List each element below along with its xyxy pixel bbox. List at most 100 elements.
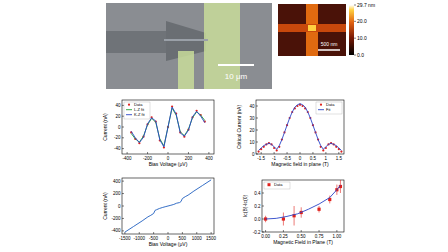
y-tick-label: -20: [114, 135, 121, 140]
x-tick: [261, 152, 262, 154]
colorbar-tick: [354, 38, 356, 39]
legend-box: [316, 102, 342, 114]
y-tick-label: 20: [249, 128, 255, 133]
y-tick: [262, 219, 264, 220]
chart: -1.5-1-0.500.511.5010203040Magnetic fiel…: [236, 100, 344, 167]
x-tick-label: 1000: [192, 236, 203, 241]
colorbar-tick-label: 20.0: [357, 18, 367, 24]
y-tick-label: 10: [249, 140, 255, 145]
y-axis-label: Critical Current (nA): [236, 105, 242, 150]
x-axis-label: Magnetic field in plane (T): [271, 161, 329, 167]
y-tick: [262, 232, 264, 233]
x-tick: [188, 152, 189, 154]
x-tick: [147, 152, 148, 154]
x-tick: [336, 230, 337, 232]
y-tick-label: -40: [114, 146, 121, 151]
legend: Data: [264, 182, 290, 189]
x-tick-label: 1500: [206, 236, 217, 241]
y-tick-label: 0.2: [254, 204, 261, 209]
y-tick: [122, 193, 124, 194]
y-tick: [122, 105, 124, 106]
x-tick: [168, 232, 169, 234]
y-tick-label: 40: [249, 104, 255, 109]
scale-bar: [218, 64, 254, 66]
x-axis-label: Magnetic Field in Plane (T): [273, 239, 333, 245]
y-tick: [122, 206, 124, 207]
figure: 10 μm500 nm29.7 nm20.010.00.0-400-200020…: [0, 0, 448, 252]
chart: -400-2000200400-40-2002040Bias Voltage (…: [102, 100, 214, 167]
afm-image: 500 nm29.7 nm20.010.00.0: [278, 2, 375, 58]
y-tick-label: 0: [118, 204, 121, 209]
sem-wire: [164, 39, 208, 41]
legend-label: Fit: [326, 107, 331, 112]
plot-frame: [256, 100, 344, 154]
y-tick: [256, 142, 258, 143]
x-tick: [211, 232, 212, 234]
background: [0, 0, 448, 252]
x-tick: [265, 230, 266, 232]
y-tick-label: 0.0: [254, 217, 261, 222]
y-tick: [122, 218, 124, 219]
y-tick: [262, 193, 264, 194]
x-tick-label: -1.5: [257, 156, 265, 161]
y-tick: [122, 116, 124, 117]
x-tick-label: 400: [205, 156, 213, 161]
sem-image: 10 μm: [106, 3, 272, 89]
legend-swatch: [318, 109, 324, 110]
y-tick: [262, 206, 264, 207]
afm-strip: [278, 24, 346, 32]
y-tick: [256, 130, 258, 131]
y-tick-label: 20: [115, 114, 121, 119]
y-axis-label: Current (nA): [102, 192, 108, 220]
legend-label: Data: [274, 182, 283, 187]
y-tick-label: -0.2: [253, 230, 261, 235]
x-tick-label: 0.00: [261, 234, 270, 239]
colorbar-tick-label: 10.0: [357, 35, 367, 41]
plot-data: [125, 180, 211, 232]
colorbar-tick: [354, 5, 356, 6]
y-tick: [122, 127, 124, 128]
colorbar: [349, 5, 354, 55]
plot-data: [264, 180, 342, 226]
x-tick-label: -400: [123, 156, 133, 161]
y-tick-label: 0: [118, 125, 121, 130]
y-tick-label: 40: [115, 103, 121, 108]
y-tick: [122, 181, 124, 182]
y-tick-label: -200: [111, 216, 121, 221]
y-tick: [256, 118, 258, 119]
legend-swatch: [126, 109, 132, 110]
x-tick: [127, 152, 128, 154]
plot-frame: [262, 180, 344, 232]
x-tick: [208, 152, 209, 154]
x-tick: [196, 232, 197, 234]
x-tick: [287, 152, 288, 154]
plot-frame: [122, 178, 214, 234]
legend: DataFit: [316, 102, 342, 114]
x-tick: [325, 152, 326, 154]
scale-bar-label: 10 μm: [225, 72, 248, 81]
x-axis-label: Bias Voltage (μV): [149, 161, 188, 167]
legend-box: [264, 182, 290, 189]
y-tick: [122, 137, 124, 138]
scale-bar: [318, 49, 340, 51]
y-tick-label: 30: [249, 116, 255, 121]
x-tick: [338, 152, 339, 154]
y-axis-label: Current (nA): [102, 113, 108, 141]
x-tick: [301, 230, 302, 232]
y-axis-label: Ic(B)-Ic(0): [242, 195, 248, 218]
y-tick-label: 0.4: [254, 191, 261, 196]
x-tick: [319, 230, 320, 232]
scale-bar-label: 500 nm: [321, 41, 338, 47]
x-tick: [300, 152, 301, 154]
x-axis-label: Bias Voltage (μV): [149, 241, 188, 247]
legend-swatch: [128, 104, 130, 106]
sem-background: [106, 3, 272, 89]
y-tick: [256, 154, 258, 155]
plot-frame: [122, 100, 214, 154]
afm-background: [278, 4, 346, 56]
x-tick-label: 1.00: [332, 234, 341, 239]
legend-label: K-Z fit: [134, 112, 146, 117]
data-point: [317, 208, 320, 211]
colorbar-tick-label: 29.7 nm: [357, 2, 375, 8]
colorbar-tick: [354, 55, 356, 56]
